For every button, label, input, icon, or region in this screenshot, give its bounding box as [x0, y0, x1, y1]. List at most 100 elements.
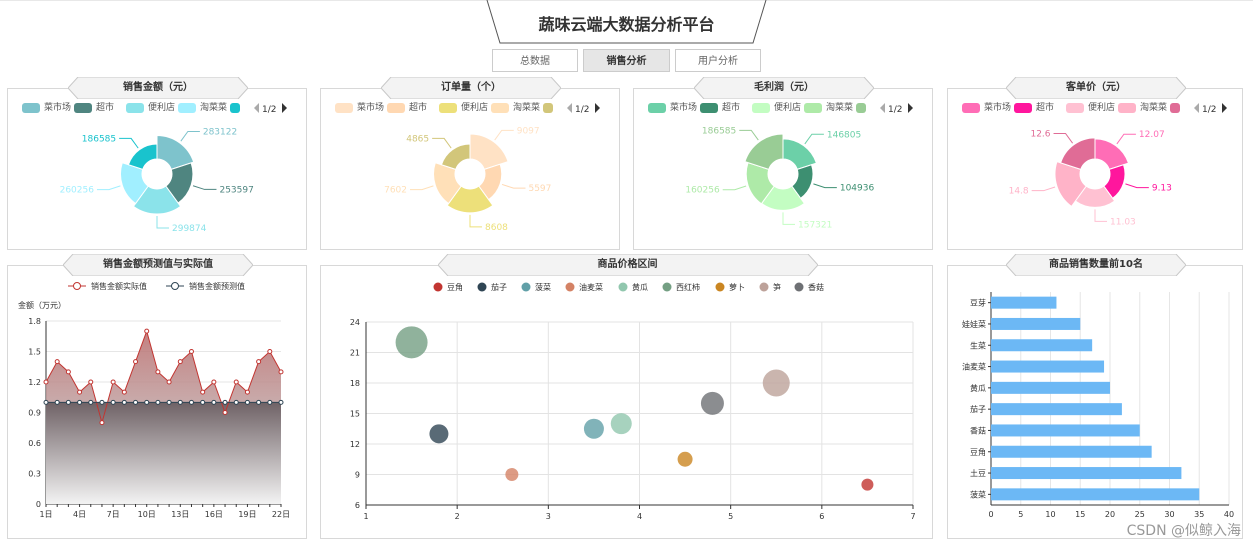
price-range-legend-item[interactable]: 西红柿: [662, 282, 701, 292]
forecast-point[interactable]: [133, 399, 139, 405]
sales-amount-slice[interactable]: [132, 185, 182, 215]
top10-bar[interactable]: [991, 296, 1057, 309]
price-range-legend-item[interactable]: 茄子: [477, 282, 508, 292]
price-range-bubble[interactable]: [505, 468, 519, 481]
top10-bar[interactable]: [991, 360, 1105, 373]
forecast-point[interactable]: [211, 399, 217, 405]
forecast-point[interactable]: [222, 399, 228, 405]
forecast-point[interactable]: [155, 369, 161, 375]
tab-user-analysis[interactable]: 用户分析: [675, 49, 761, 72]
forecast-point[interactable]: [99, 420, 105, 426]
forecast-point[interactable]: [244, 389, 250, 395]
forecast-point[interactable]: [54, 399, 60, 405]
legend-next-icon[interactable]: [595, 103, 600, 113]
forecast-point[interactable]: [166, 379, 172, 385]
gross-profit-slice[interactable]: [744, 133, 784, 170]
sales-amount-legend-item[interactable]: 淘菜菜: [178, 101, 228, 115]
forecast-point[interactable]: [188, 349, 194, 354]
forecast-point[interactable]: [54, 359, 60, 365]
forecast-point[interactable]: [121, 399, 127, 405]
forecast-point[interactable]: [278, 399, 284, 405]
price-range-bubble[interactable]: [395, 326, 428, 359]
legend-next-icon[interactable]: [1222, 103, 1227, 113]
forecast-point[interactable]: [144, 399, 150, 405]
gross-profit-legend-item[interactable]: 超市: [700, 101, 750, 115]
order-count-legend-item[interactable]: 淘菜菜: [491, 101, 541, 115]
forecast-point[interactable]: [65, 369, 71, 375]
forecast-point[interactable]: [211, 379, 217, 385]
order-count-slice[interactable]: [440, 143, 471, 170]
price-range-legend-item[interactable]: 香菇: [794, 282, 825, 292]
avg-order-value-slice[interactable]: [1094, 138, 1130, 170]
price-range-bubble[interactable]: [700, 391, 724, 415]
legend-prev-icon[interactable]: [567, 103, 572, 113]
legend-next-icon[interactable]: [282, 103, 287, 113]
top10-bar[interactable]: [991, 445, 1152, 458]
top10-bar[interactable]: [991, 488, 1200, 501]
top10-bar[interactable]: [991, 403, 1122, 416]
gross-profit-legend-item[interactable]: 便利店: [752, 101, 802, 115]
forecast-point[interactable]: [200, 389, 206, 395]
avg-order-value-legend-item[interactable]: 淘菜菜: [1118, 101, 1168, 115]
avg-order-value-slice[interactable]: [1060, 137, 1096, 170]
avg-order-value-legend-item[interactable]: 菜市场: [962, 101, 1012, 115]
forecast-point[interactable]: [121, 389, 127, 395]
forecast-point[interactable]: [77, 399, 83, 405]
forecast-point[interactable]: [43, 399, 49, 405]
order-count-legend-item[interactable]: 超市: [387, 101, 437, 115]
order-count-legend-item[interactable]: 菜市场: [335, 101, 385, 115]
forecast-point[interactable]: [244, 399, 250, 405]
order-count-slice[interactable]: [446, 185, 494, 214]
avg-order-value-legend-item[interactable]: 超市: [1014, 101, 1064, 115]
price-range-legend-item[interactable]: 黄瓜: [618, 282, 649, 292]
forecast-point[interactable]: [188, 399, 194, 405]
forecast-legend-item[interactable]: 销售金额实际值: [68, 281, 147, 291]
price-range-bubble[interactable]: [861, 478, 874, 491]
gross-profit-slice[interactable]: [782, 138, 818, 170]
order-count-slice[interactable]: [433, 162, 462, 205]
forecast-point[interactable]: [133, 359, 139, 365]
forecast-point[interactable]: [155, 399, 161, 405]
price-range-bubble[interactable]: [610, 413, 632, 435]
sales-amount-slice[interactable]: [156, 134, 195, 170]
legend-prev-icon[interactable]: [1194, 103, 1199, 113]
gross-profit-legend-item[interactable]: 淘菜菜: [804, 101, 854, 115]
order-count-legend-item[interactable]: 便利店: [439, 101, 489, 115]
sales-amount-legend-item[interactable]: 便利店: [126, 101, 176, 115]
legend-next-icon[interactable]: [908, 103, 913, 113]
forecast-point[interactable]: [88, 399, 94, 405]
top10-bar[interactable]: [991, 381, 1110, 394]
price-range-bubble[interactable]: [677, 451, 693, 467]
price-range-legend-item[interactable]: 萝卜: [715, 282, 746, 292]
order-count-slice[interactable]: [469, 133, 509, 170]
forecast-point[interactable]: [278, 369, 284, 375]
price-range-legend-item[interactable]: 菠菜: [521, 282, 552, 292]
price-range-bubble[interactable]: [583, 418, 604, 439]
forecast-point[interactable]: [233, 379, 239, 385]
sales-amount-legend-item[interactable]: 超市: [74, 101, 124, 115]
price-range-bubble[interactable]: [762, 369, 790, 397]
price-range-bubble[interactable]: [429, 424, 449, 444]
avg-order-value-legend-item[interactable]: 便利店: [1066, 101, 1116, 115]
forecast-point[interactable]: [267, 349, 273, 354]
forecast-point[interactable]: [43, 379, 49, 385]
top10-bar[interactable]: [991, 339, 1093, 352]
forecast-point[interactable]: [110, 399, 116, 405]
forecast-point[interactable]: [233, 399, 239, 405]
forecast-point[interactable]: [77, 389, 83, 395]
forecast-point[interactable]: [177, 359, 183, 365]
forecast-point[interactable]: [267, 399, 273, 405]
sales-amount-slice[interactable]: [120, 162, 149, 205]
legend-prev-icon[interactable]: [254, 103, 259, 113]
price-range-legend-item[interactable]: 油麦菜: [565, 282, 604, 292]
price-range-legend-item[interactable]: 笋: [759, 282, 782, 292]
avg-order-value-slice[interactable]: [1054, 161, 1087, 208]
tab-overview[interactable]: 总数据: [492, 49, 578, 72]
forecast-point[interactable]: [177, 399, 183, 405]
forecast-point[interactable]: [256, 359, 262, 365]
forecast-point[interactable]: [144, 328, 150, 334]
legend-prev-icon[interactable]: [880, 103, 885, 113]
forecast-point[interactable]: [65, 399, 71, 405]
sales-amount-slice[interactable]: [127, 143, 158, 170]
forecast-point[interactable]: [256, 399, 262, 405]
